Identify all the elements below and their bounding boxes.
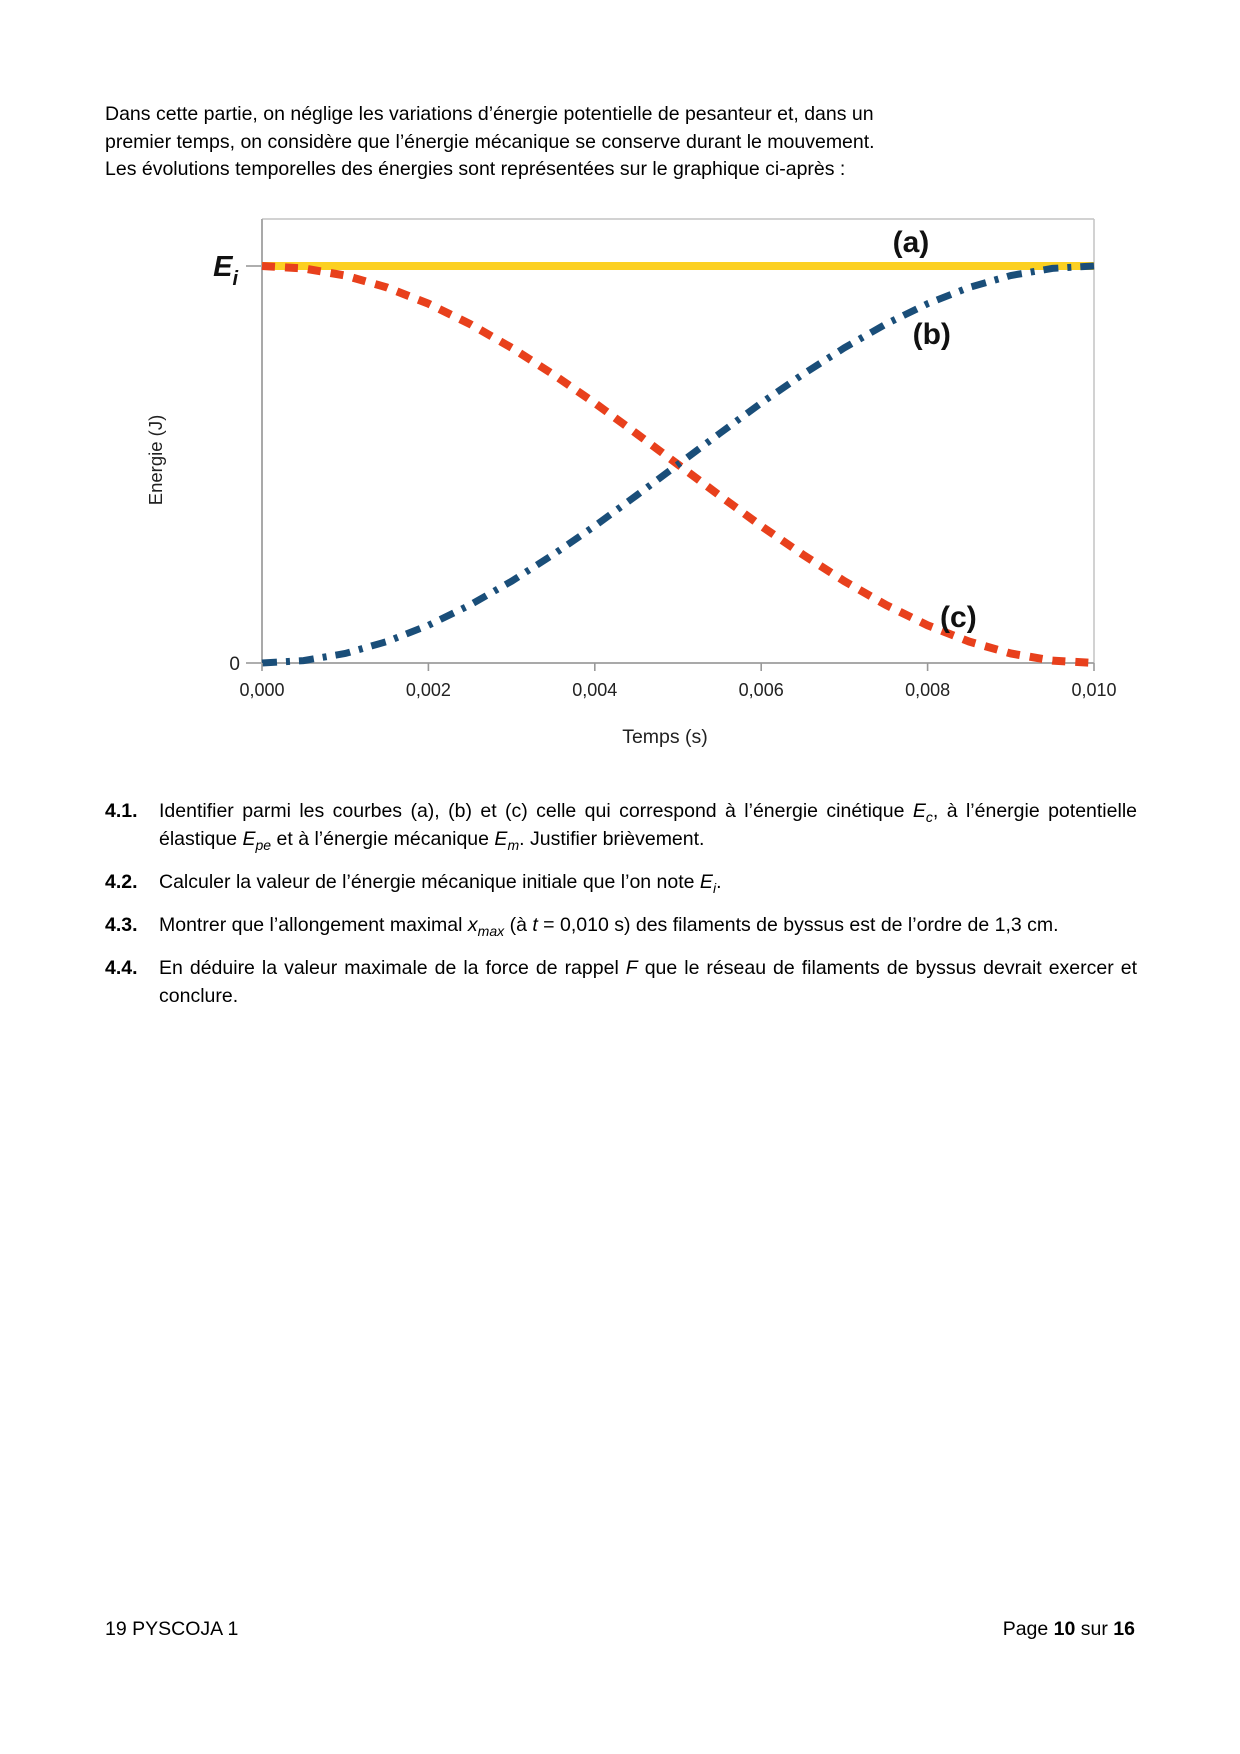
footer-page-indicator: Page 10 sur 16 [1002, 1618, 1135, 1640]
x-tick-label: 0,010 [1071, 680, 1116, 700]
question-text: Identifier parmi les courbes (a), (b) et… [159, 800, 1137, 853]
curve-label-a: (a) [893, 226, 930, 259]
x-tick-label: 0,002 [406, 680, 451, 700]
y-zero-label: 0 [229, 654, 240, 675]
footer-document-code: 19 PYSCOJA 1 [105, 1618, 239, 1640]
question-item: 4.3. Montrer que l’allongement maximal xm… [105, 911, 1137, 939]
x-tick-label: 0,000 [239, 680, 284, 700]
intro-line: premier temps, on considère que l’énergi… [105, 130, 875, 153]
question-item: 4.2. Calculer la valeur de l’énergie méca… [105, 868, 1137, 896]
curve-label-c: (c) [940, 601, 977, 634]
question-text: En déduire la valeur maximale de la forc… [159, 957, 1137, 1007]
question-text: Montrer que l’allongement maximal xmax (… [159, 914, 1059, 939]
y-axis-title: Energie (J) [145, 415, 166, 505]
questions-list: 4.1. Identifier parmi les courbes (a), (b… [105, 797, 1137, 1025]
question-number: 4.3. [105, 914, 138, 936]
question-number: 4.1. [105, 800, 138, 822]
x-tick-label: 0,006 [739, 680, 784, 700]
curve-b [261, 262, 1095, 667]
intro-line: Les évolutions temporelles des énergies … [105, 158, 846, 180]
y-ei-label: Ei [213, 251, 238, 290]
intro-paragraph: Dans cette partie, on néglige les variat… [105, 101, 1140, 184]
intro-line: Dans cette partie, on néglige les variat… [105, 103, 874, 125]
curve-label-b: (b) [913, 318, 951, 351]
energy-time-chart: 0,000 0,002 0,004 0,006 0,008 0,010 0 Ei Energie… [145, 218, 1117, 748]
question-number: 4.2. [105, 871, 138, 893]
x-tick-label: 0,004 [572, 680, 617, 700]
x-axis-title: Temps (s) [622, 726, 708, 748]
question-item: 4.1. Identifier parmi les courbes (a), (b… [105, 797, 1137, 853]
plot-frame [261, 218, 1095, 664]
question-number: 4.4. [105, 957, 138, 979]
x-tick-label: 0,008 [905, 680, 950, 700]
question-text: Calculer la valeur de l’énergie mécaniqu… [159, 871, 722, 896]
question-item: 4.4. En déduire la valeur maximale de la … [105, 954, 1137, 1010]
page-footer: 19 PYSCOJA 1 Page 10 sur 16 [105, 1618, 1135, 1641]
